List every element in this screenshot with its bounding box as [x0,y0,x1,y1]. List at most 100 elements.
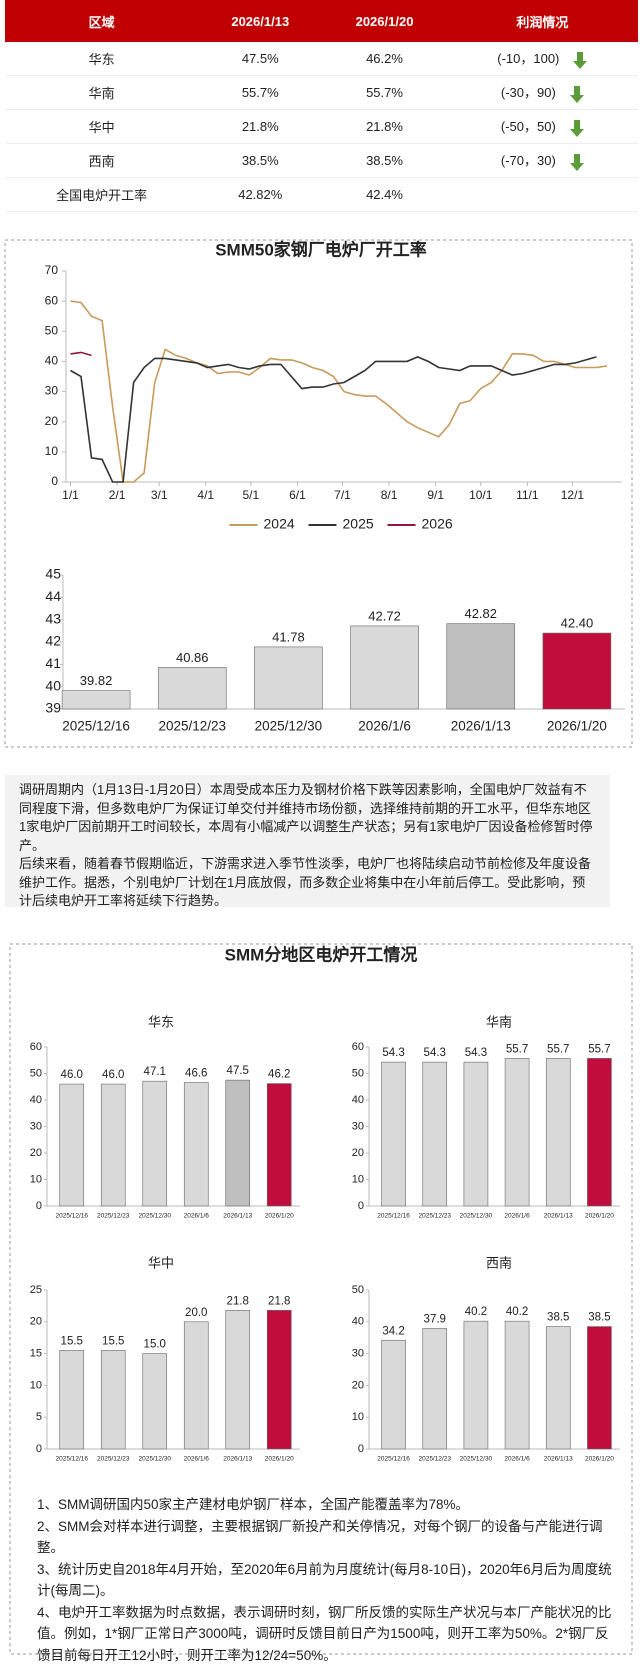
y-tick-label: 41 [45,655,61,671]
value-label: 40.2 [506,1306,528,1318]
bar [546,1327,570,1449]
note: 2、SMM会对样本进行调整，主要根据钢厂新投产和关停情况，对每个钢厂的设备与产能… [37,1516,615,1559]
y-tick-label: 15 [30,1348,42,1360]
y-tick-label: 10 [30,1379,42,1391]
bar [382,1062,406,1206]
value-label: 15.5 [61,1335,83,1347]
value-label: 40.86 [176,650,209,665]
value-label: 46.0 [102,1069,124,1081]
bar [351,626,419,709]
value-label: 42.72 [368,608,401,623]
bar [62,691,130,709]
bar [101,1084,125,1206]
bar [226,1080,250,1206]
y-tick-label: 43 [45,610,61,626]
x-tick-label: 2025/12/23 [418,1456,451,1463]
value-label: 15.0 [144,1339,166,1351]
chart-title: 华南 [486,1014,512,1029]
bar [382,1340,406,1449]
bar [226,1310,250,1449]
x-tick-label: 2025/12/30 [460,1456,493,1463]
y-tick-label: 0 [358,1443,364,1455]
value-label: 20.0 [185,1307,207,1319]
bar [587,1327,611,1449]
x-tick-label: 2026/1/13 [451,719,511,734]
y-tick-label: 0 [51,474,58,488]
y-tick-label: 39 [45,700,61,716]
bar [267,1310,291,1449]
bar [505,1058,529,1206]
y-tick-label: 50 [45,323,59,337]
note: 4、电炉开工率数据为时点数据，表示调研时刻，钢厂所反馈的实际生产状况与本厂产能状… [37,1602,615,1666]
x-tick-label: 2026/1/6 [504,1456,530,1463]
bar [543,633,611,709]
y-tick-label: 5 [36,1411,42,1423]
value-label: 46.6 [185,1068,207,1080]
value-label: 47.1 [144,1066,166,1078]
x-tick-label: 2025/12/30 [138,1213,171,1220]
y-tick-label: 30 [45,384,59,398]
x-tick-label: 2025/12/30 [138,1456,171,1463]
y-tick-label: 20 [352,1147,364,1159]
bar [423,1062,447,1206]
commentary-paragraph: 调研周期内（1月13日-1月20日）本周受成本压力及钢材价格下跌等因素影响，全国… [19,781,596,855]
y-tick-label: 60 [30,1041,42,1053]
bar [143,1081,167,1206]
x-tick-label: 2025/12/23 [97,1456,130,1463]
x-tick-label: 9/1 [427,488,444,502]
chart-title: 华中 [148,1255,174,1270]
y-tick-label: 40 [352,1316,364,1328]
x-tick-label: 2025/12/23 [97,1213,130,1220]
value-label: 47.5 [227,1065,249,1077]
bar [267,1084,291,1206]
commentary: 调研周期内（1月13日-1月20日）本周受成本压力及钢材价格下跌等因素影响，全国… [5,775,610,907]
x-tick-label: 2026/1/6 [184,1213,210,1220]
x-tick-label: 2026/1/20 [547,719,607,734]
y-tick-label: 20 [45,414,59,428]
chart-title: 华东 [148,1014,174,1029]
bar [447,624,515,709]
value-label: 21.8 [227,1295,249,1307]
x-tick-label: 2/1 [109,488,126,502]
x-tick-label: 2026/1/20 [585,1456,614,1463]
commentary-paragraph: 后续来看，随着春节假期临近，下游需求进入季节性淡季，电炉厂也将陆续启动节前检修及… [19,855,596,911]
y-tick-label: 60 [352,1041,364,1053]
y-tick-label: 30 [30,1120,42,1132]
x-tick-label: 2026/1/20 [265,1456,294,1463]
chart-title: SMM50家钢厂电炉厂开工率 [215,239,427,259]
bar [184,1083,208,1206]
y-tick-label: 40 [45,354,59,368]
y-tick-label: 44 [45,588,61,604]
value-label: 15.5 [102,1335,124,1347]
y-tick-label: 50 [30,1067,42,1079]
note: 1、SMM调研国内50家主产建材电炉钢厂样本，全国产能覆盖率为78%。 [37,1494,615,1516]
value-label: 46.0 [61,1069,83,1081]
bar [254,647,322,709]
bar [587,1058,611,1206]
value-label: 55.7 [588,1043,610,1055]
x-tick-label: 2026/1/13 [544,1213,573,1220]
legend-label: 2024 [264,516,295,532]
x-tick-label: 2025/12/30 [255,719,323,734]
x-tick-label: 7/1 [334,488,351,502]
y-tick-label: 20 [30,1147,42,1159]
value-label: 40.2 [465,1306,487,1318]
value-label: 41.78 [272,629,305,644]
y-tick-label: 20 [352,1379,364,1391]
x-tick-label: 12/1 [561,488,585,502]
x-tick-label: 2025/12/16 [62,719,130,734]
value-label: 46.2 [268,1069,290,1081]
y-tick-label: 50 [352,1284,364,1296]
y-tick-label: 10 [352,1411,364,1423]
x-tick-label: 11/1 [516,488,539,502]
value-label: 38.5 [588,1312,610,1324]
value-label: 37.9 [424,1314,446,1326]
bar [101,1350,125,1449]
x-tick-label: 2026/1/13 [223,1456,252,1463]
value-label: 55.7 [547,1043,569,1055]
value-label: 42.82 [464,606,497,621]
x-tick-label: 2025/12/30 [460,1213,493,1220]
series-line [71,301,608,482]
x-tick-label: 8/1 [381,488,398,502]
y-tick-label: 25 [30,1284,42,1296]
